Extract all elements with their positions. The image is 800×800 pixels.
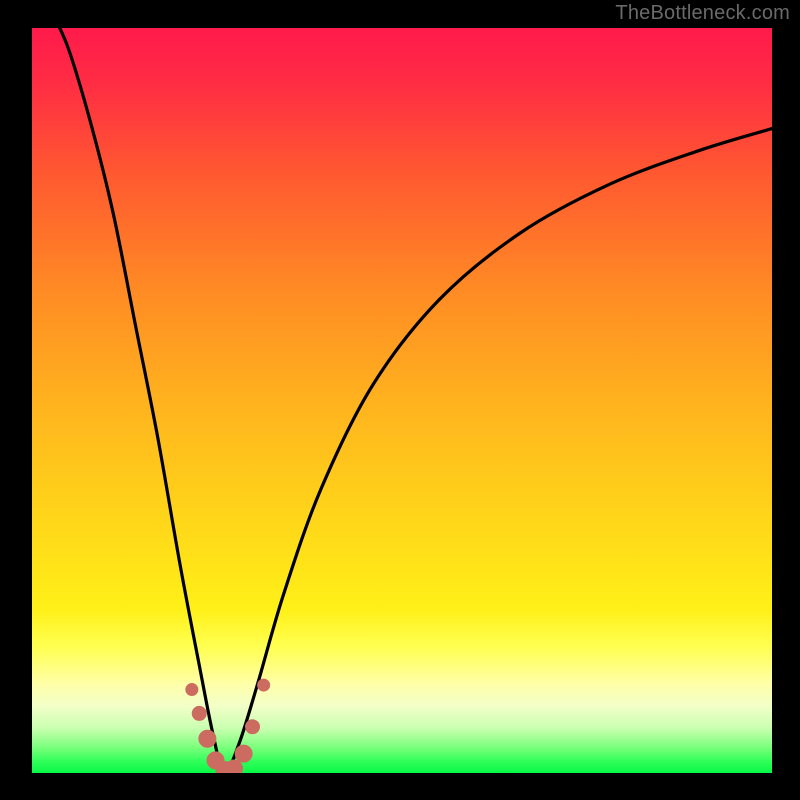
chart-root: { "watermark": { "text": "TheBottleneck.… xyxy=(0,0,800,800)
watermark-label: TheBottleneck.com xyxy=(615,2,790,25)
curve-marker xyxy=(258,679,270,691)
curve-marker xyxy=(199,730,216,747)
bottleneck-chart-svg xyxy=(0,0,800,800)
curve-marker xyxy=(192,706,206,720)
curve-marker xyxy=(246,720,260,734)
curve-marker xyxy=(186,684,198,696)
curve-marker xyxy=(235,745,252,762)
plot-background-gradient xyxy=(32,28,772,773)
